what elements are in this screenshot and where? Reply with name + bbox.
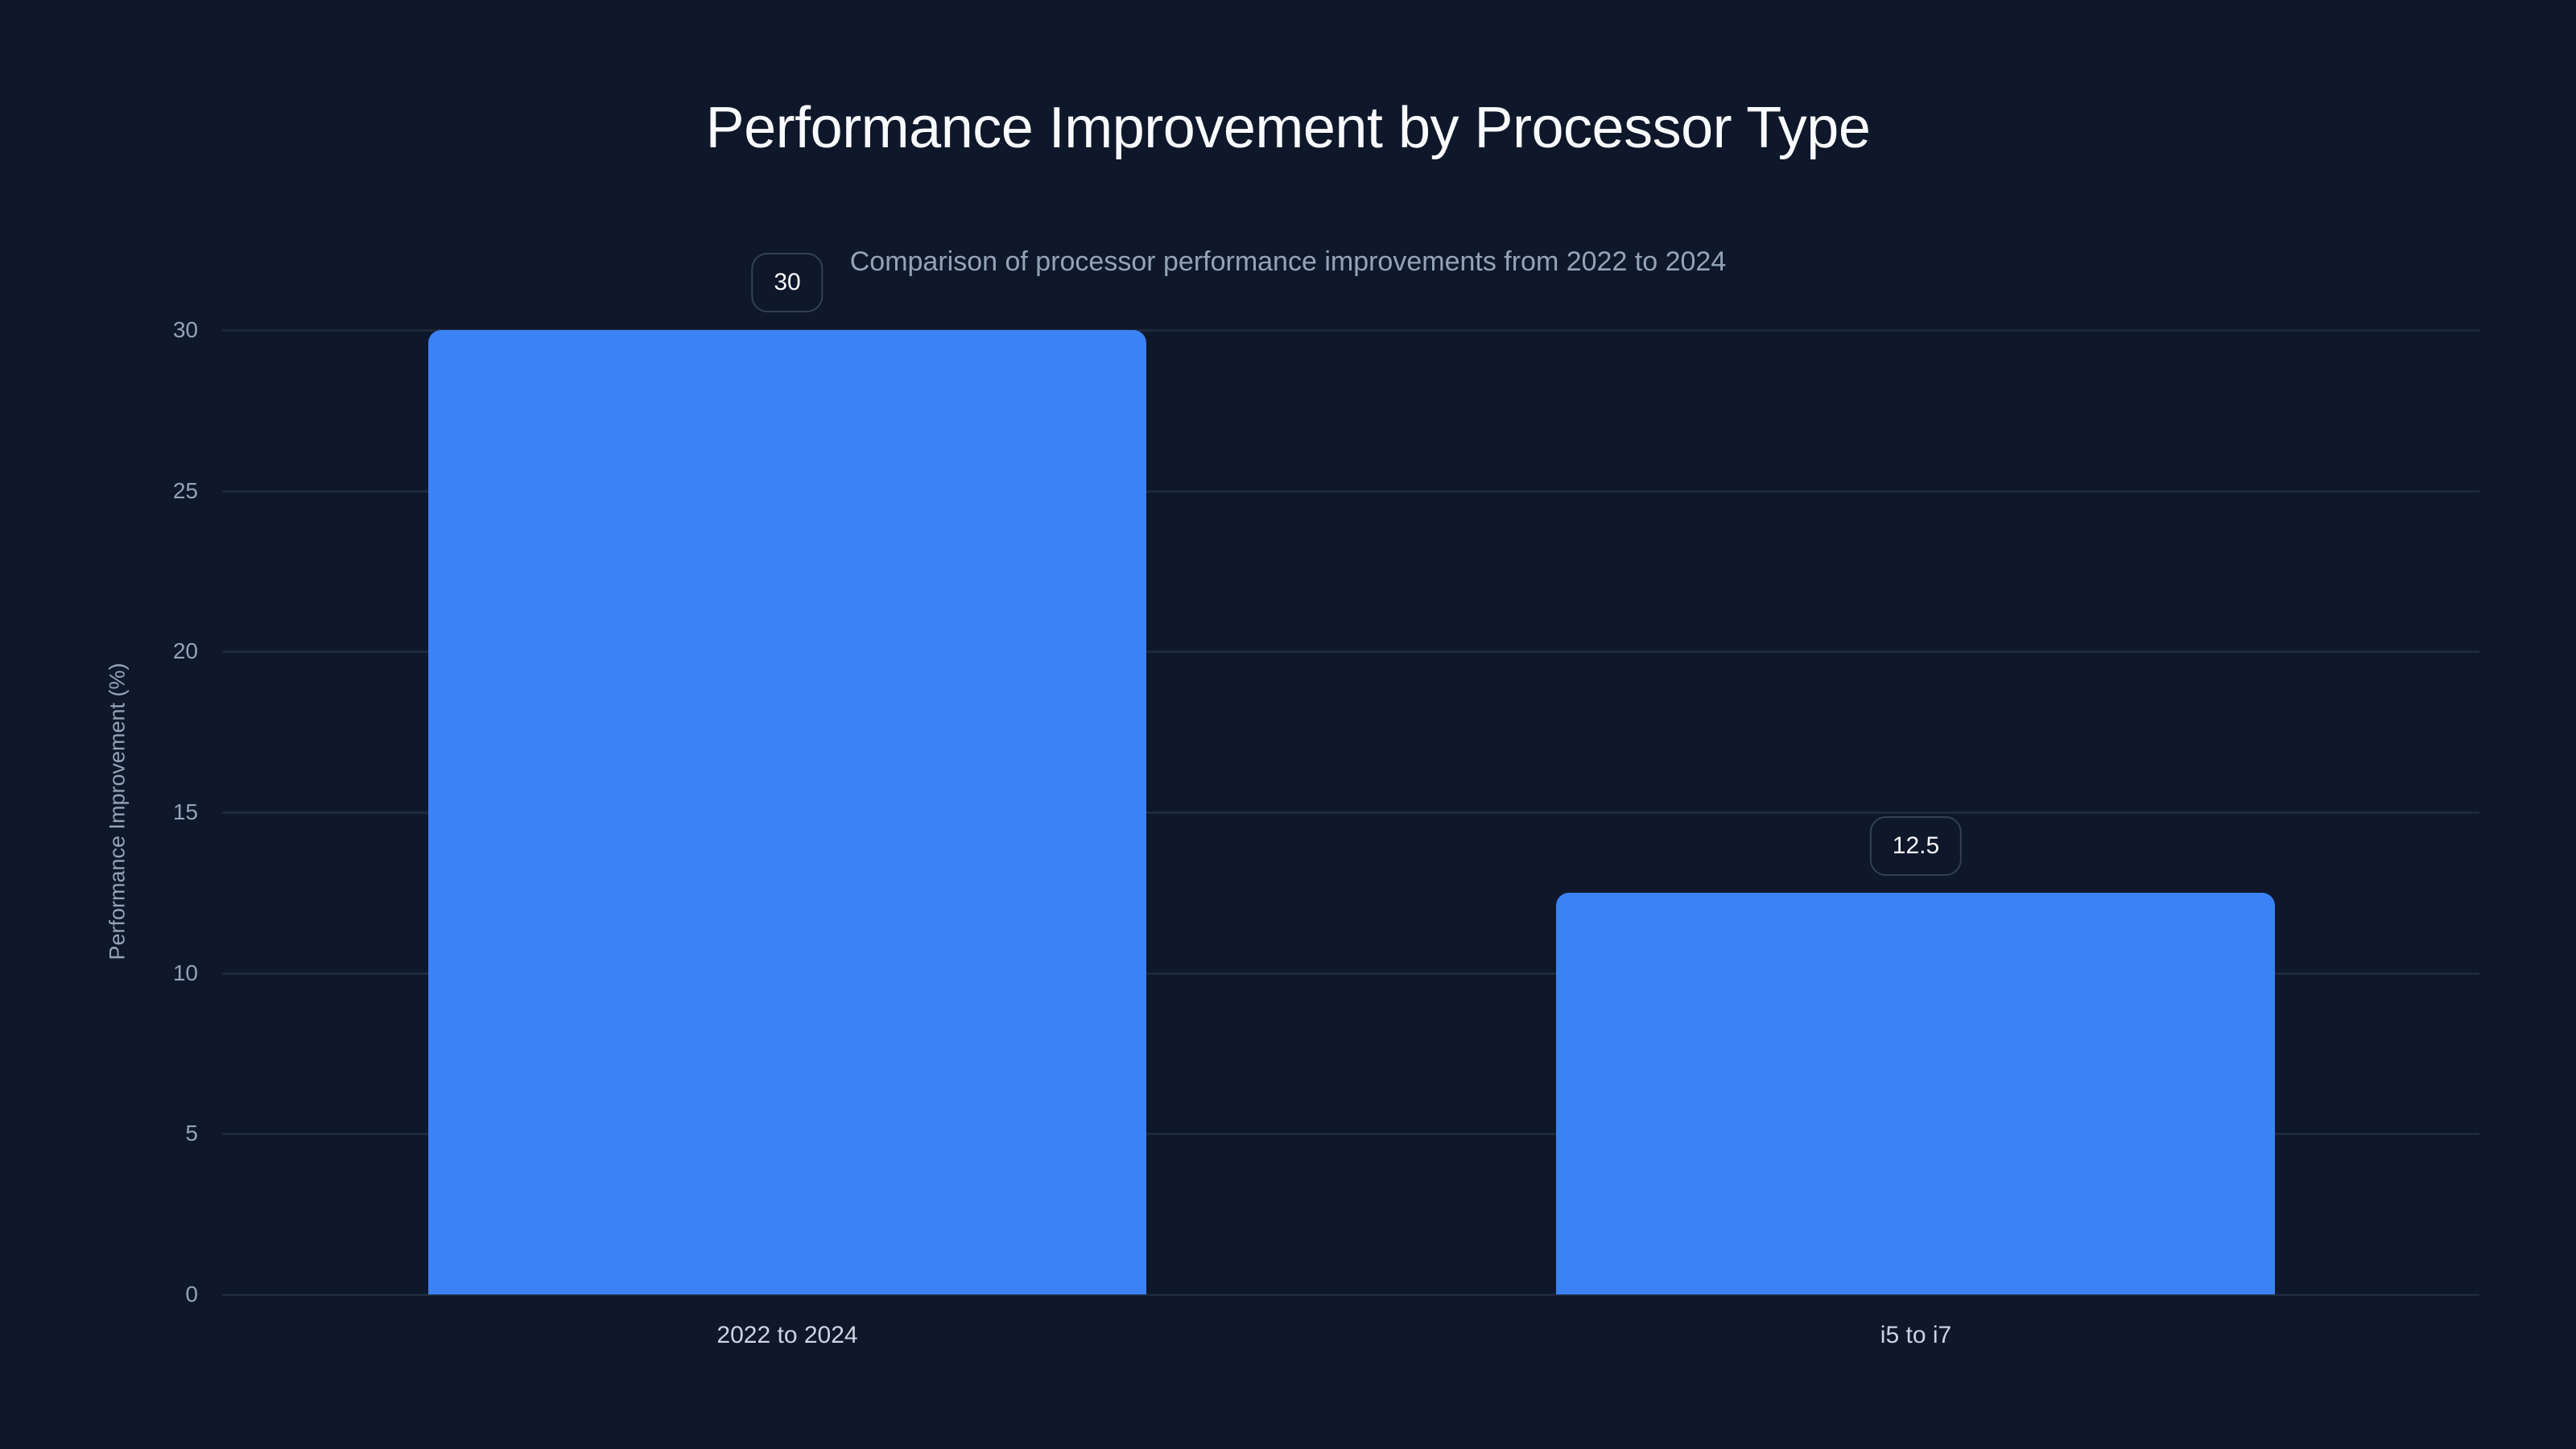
y-tick-20: 20 xyxy=(172,638,198,663)
gridline-0 xyxy=(222,1294,2479,1296)
y-tick-0: 0 xyxy=(185,1282,198,1307)
gridline-5 xyxy=(222,1133,2479,1135)
y-tick-5: 5 xyxy=(185,1121,198,1146)
gridline-30 xyxy=(222,329,2479,332)
y-tick-25: 25 xyxy=(172,478,198,503)
plot-area xyxy=(222,329,2479,1296)
value-label-2022-to-2024: 30 xyxy=(751,253,824,312)
y-tick-30: 30 xyxy=(172,317,198,342)
gridline-20 xyxy=(222,650,2479,653)
value-label-i5-to-i7: 12.5 xyxy=(1869,816,1963,876)
chart-title: Performance Improvement by Processor Typ… xyxy=(705,96,1871,160)
bar-2022-to-2024[interactable] xyxy=(428,330,1146,1294)
bar-i5-to-i7[interactable] xyxy=(1556,893,2275,1294)
y-tick-10: 10 xyxy=(172,960,198,985)
chart-subtitle: Comparison of processor performance impr… xyxy=(849,246,1727,277)
gridline-25 xyxy=(222,490,2479,493)
x-tick-2022-to-2024: 2022 to 2024 xyxy=(716,1322,858,1348)
gridline-15 xyxy=(222,811,2479,814)
gridline-10 xyxy=(222,972,2479,975)
y-tick-15: 15 xyxy=(172,799,198,824)
x-tick-i5-to-i7: i5 to i7 xyxy=(1880,1322,1952,1348)
